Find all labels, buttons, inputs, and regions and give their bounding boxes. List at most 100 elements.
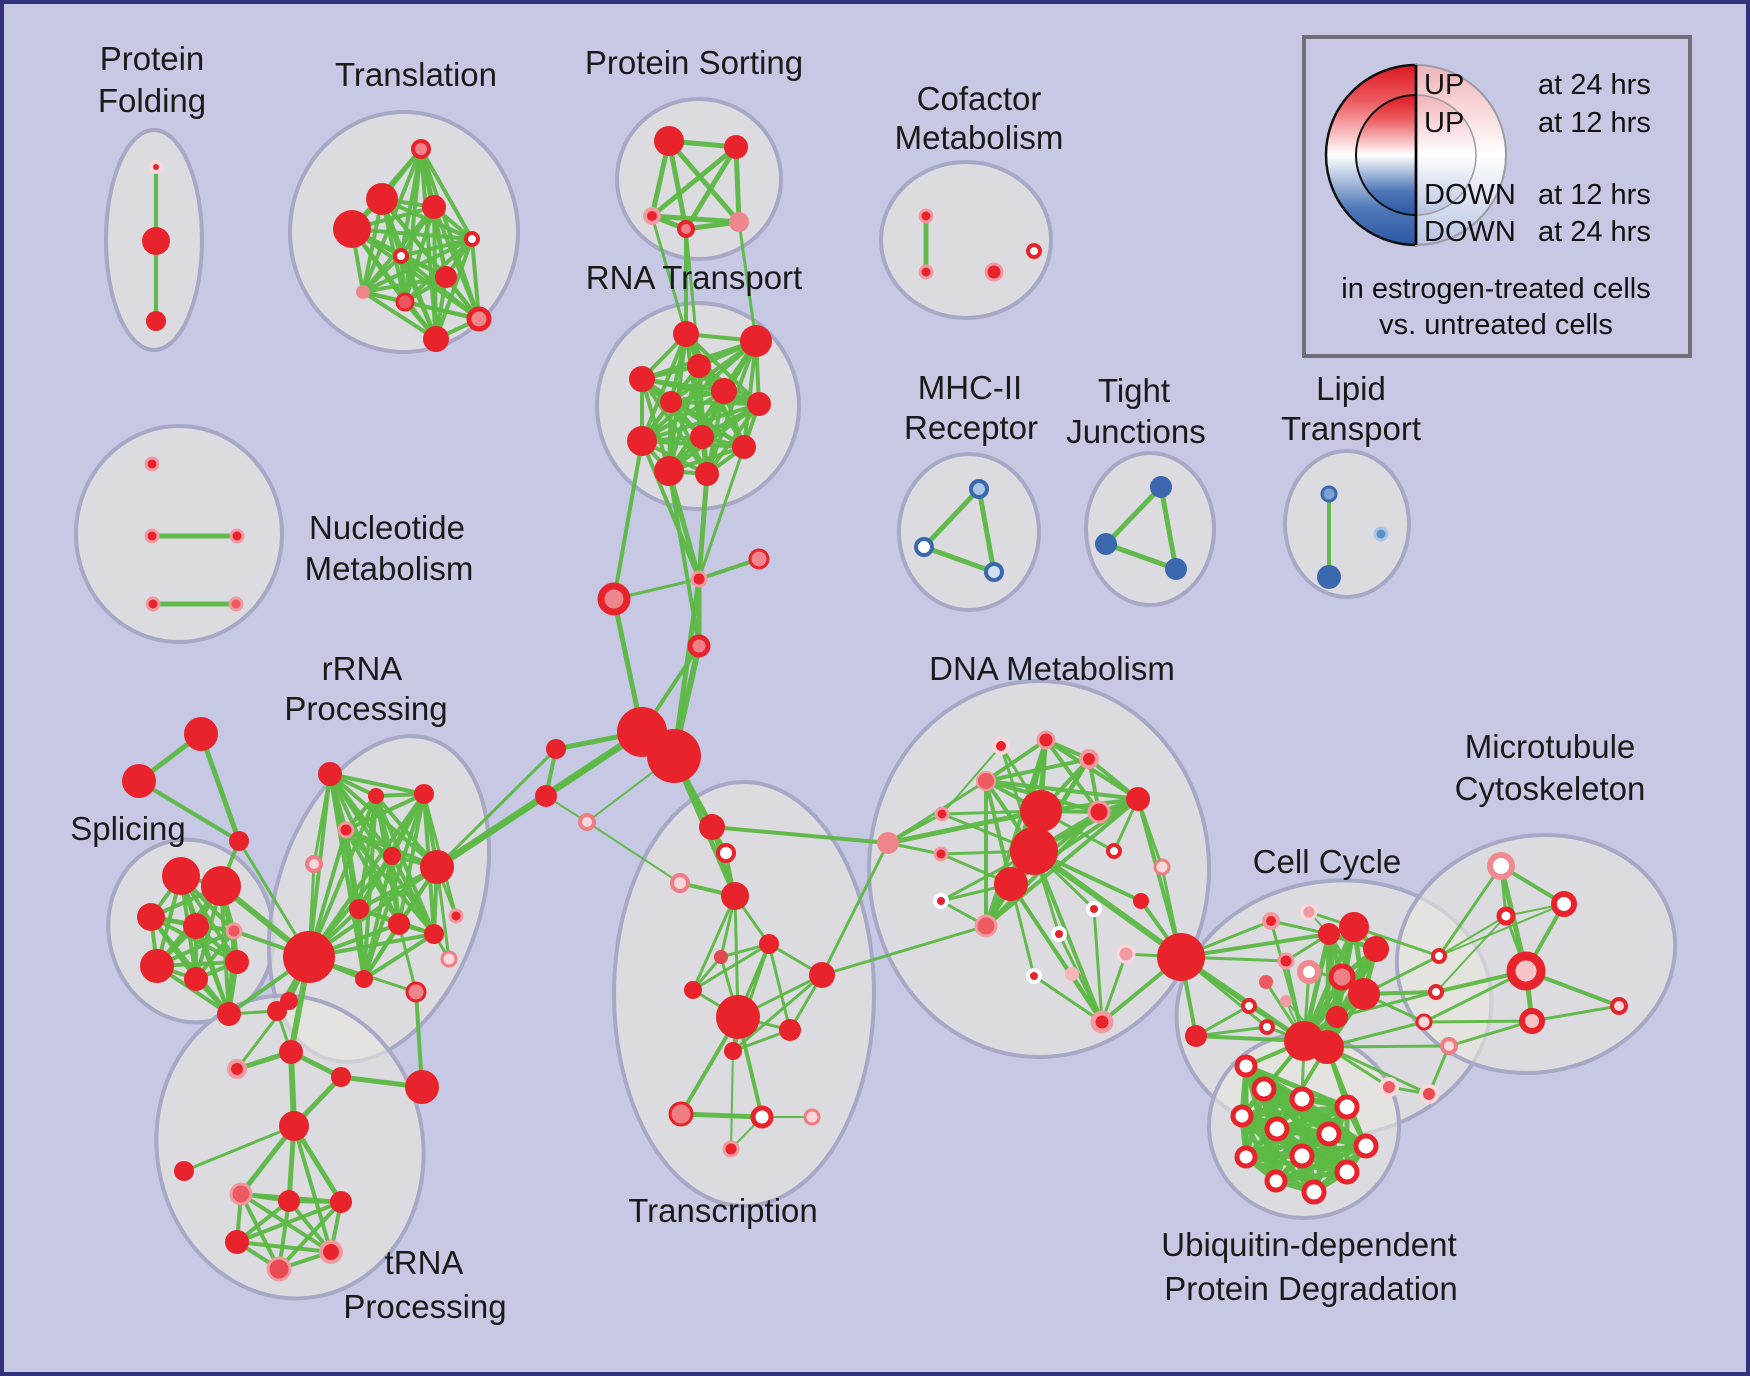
gene-node-tr0[interactable] bbox=[184, 717, 218, 751]
gene-node-c5[interactable] bbox=[1277, 952, 1295, 970]
gene-node-s7[interactable] bbox=[184, 967, 208, 991]
gene-node-ps4[interactable] bbox=[729, 212, 749, 232]
gene-node-d18[interactable] bbox=[1051, 926, 1067, 942]
gene-node-r8[interactable] bbox=[349, 899, 369, 919]
gene-node-r7[interactable] bbox=[283, 931, 335, 983]
gene-node-n4[interactable] bbox=[228, 596, 244, 612]
gene-node-r2[interactable] bbox=[414, 784, 434, 804]
gene-node-d13[interactable] bbox=[933, 846, 949, 862]
gene-node-c8[interactable] bbox=[1348, 978, 1380, 1010]
gene-node-c15[interactable] bbox=[1326, 1006, 1348, 1028]
gene-node-r0[interactable] bbox=[318, 762, 342, 786]
gene-node-m4[interactable] bbox=[1519, 1008, 1545, 1034]
gene-node-u10[interactable] bbox=[1334, 1159, 1360, 1185]
gene-node-t4[interactable] bbox=[464, 231, 480, 247]
gene-node-c12[interactable] bbox=[1259, 1019, 1275, 1035]
gene-node-sp1[interactable] bbox=[690, 570, 708, 588]
gene-node-d4[interactable] bbox=[934, 806, 950, 822]
gene-node-x5[interactable] bbox=[759, 934, 779, 954]
gene-node-mh1[interactable] bbox=[914, 537, 934, 557]
gene-node-tn0[interactable] bbox=[267, 1001, 287, 1021]
gene-node-c11[interactable] bbox=[1280, 995, 1292, 1007]
gene-node-x15[interactable] bbox=[722, 1140, 740, 1158]
gene-node-u12[interactable] bbox=[1301, 1179, 1327, 1205]
gene-node-tn4[interactable] bbox=[405, 1070, 439, 1104]
gene-node-pk1[interactable] bbox=[578, 813, 596, 831]
gene-node-x3[interactable] bbox=[721, 882, 749, 910]
gene-node-s5[interactable] bbox=[225, 950, 249, 974]
gene-node-n1[interactable] bbox=[144, 528, 160, 544]
gene-node-tj1[interactable] bbox=[1095, 533, 1117, 555]
gene-node-rt4[interactable] bbox=[711, 378, 737, 404]
gene-node-t2[interactable] bbox=[422, 195, 446, 219]
gene-node-c22[interactable] bbox=[1185, 1025, 1207, 1047]
gene-node-n3[interactable] bbox=[145, 596, 161, 612]
gene-node-r3[interactable] bbox=[337, 821, 355, 839]
gene-node-mh2[interactable] bbox=[984, 562, 1004, 582]
gene-node-s4[interactable] bbox=[225, 922, 243, 940]
gene-node-d22[interactable] bbox=[1065, 967, 1079, 981]
gene-node-x14[interactable] bbox=[803, 1108, 821, 1126]
gene-node-m5[interactable] bbox=[1610, 997, 1628, 1015]
gene-node-r12[interactable] bbox=[355, 970, 373, 988]
gene-node-rt10[interactable] bbox=[654, 456, 684, 486]
gene-node-d11[interactable] bbox=[1106, 843, 1122, 859]
gene-node-sp3[interactable] bbox=[597, 582, 631, 616]
gene-node-x7[interactable] bbox=[684, 981, 702, 999]
gene-node-u6[interactable] bbox=[1316, 1121, 1342, 1147]
gene-node-tn11[interactable] bbox=[319, 1240, 343, 1264]
gene-node-r14[interactable] bbox=[440, 950, 458, 968]
gene-node-x9[interactable] bbox=[716, 995, 760, 1039]
gene-node-u1[interactable] bbox=[1251, 1076, 1277, 1102]
gene-node-s6[interactable] bbox=[140, 949, 174, 983]
gene-node-ps2[interactable] bbox=[643, 207, 661, 225]
gene-node-tn2[interactable] bbox=[279, 1040, 303, 1064]
gene-node-r1[interactable] bbox=[368, 788, 384, 804]
gene-node-x11[interactable] bbox=[724, 1042, 742, 1060]
gene-node-tn1[interactable] bbox=[227, 1059, 247, 1079]
gene-node-pf1[interactable] bbox=[142, 227, 170, 255]
gene-node-d23[interactable] bbox=[1090, 1010, 1114, 1034]
gene-node-tn8[interactable] bbox=[278, 1190, 300, 1212]
gene-node-x2[interactable] bbox=[670, 873, 690, 893]
gene-node-tr1[interactable] bbox=[122, 764, 156, 798]
gene-node-u11[interactable] bbox=[1264, 1169, 1288, 1193]
gene-node-u0[interactable] bbox=[1234, 1054, 1258, 1078]
gene-node-l2[interactable] bbox=[535, 785, 557, 807]
gene-node-c9[interactable] bbox=[1259, 975, 1273, 989]
gene-node-m0[interactable] bbox=[1487, 852, 1515, 880]
gene-node-c7[interactable] bbox=[1328, 963, 1356, 991]
gene-node-t5[interactable] bbox=[393, 248, 409, 264]
gene-node-t10[interactable] bbox=[423, 326, 449, 352]
gene-node-c2[interactable] bbox=[1318, 923, 1340, 945]
gene-node-c6[interactable] bbox=[1297, 960, 1321, 984]
gene-node-tn5[interactable] bbox=[279, 1111, 309, 1141]
gene-node-u5[interactable] bbox=[1264, 1116, 1290, 1142]
gene-node-s2[interactable] bbox=[137, 903, 165, 931]
gene-node-c20[interactable] bbox=[1379, 1077, 1399, 1097]
gene-node-t3[interactable] bbox=[333, 210, 371, 248]
gene-node-d1[interactable] bbox=[1036, 730, 1056, 750]
gene-node-tn7[interactable] bbox=[229, 1182, 253, 1206]
gene-node-rt8[interactable] bbox=[627, 426, 657, 456]
gene-node-sp2[interactable] bbox=[748, 548, 770, 570]
gene-node-rt2[interactable] bbox=[687, 354, 711, 378]
gene-node-x6[interactable] bbox=[714, 950, 728, 964]
gene-node-d20[interactable] bbox=[1157, 933, 1205, 981]
gene-node-tj2[interactable] bbox=[1165, 558, 1187, 580]
gene-node-x4[interactable] bbox=[877, 832, 899, 854]
gene-node-d7[interactable] bbox=[1010, 827, 1058, 875]
gene-node-d16[interactable] bbox=[1133, 893, 1149, 909]
gene-node-d0[interactable] bbox=[992, 737, 1010, 755]
gene-node-d6[interactable] bbox=[1020, 790, 1062, 832]
gene-node-d14[interactable] bbox=[933, 893, 949, 909]
gene-node-c19[interactable] bbox=[1440, 1037, 1458, 1055]
gene-node-r15[interactable] bbox=[448, 908, 464, 924]
gene-node-ps3[interactable] bbox=[677, 220, 695, 238]
gene-node-cf0[interactable] bbox=[918, 208, 934, 224]
gene-node-tn12[interactable] bbox=[266, 1256, 292, 1282]
gene-node-lp1[interactable] bbox=[1317, 565, 1341, 589]
gene-node-pf2[interactable] bbox=[146, 311, 166, 331]
gene-node-rt0[interactable] bbox=[673, 321, 699, 347]
gene-node-tn3[interactable] bbox=[331, 1067, 351, 1087]
